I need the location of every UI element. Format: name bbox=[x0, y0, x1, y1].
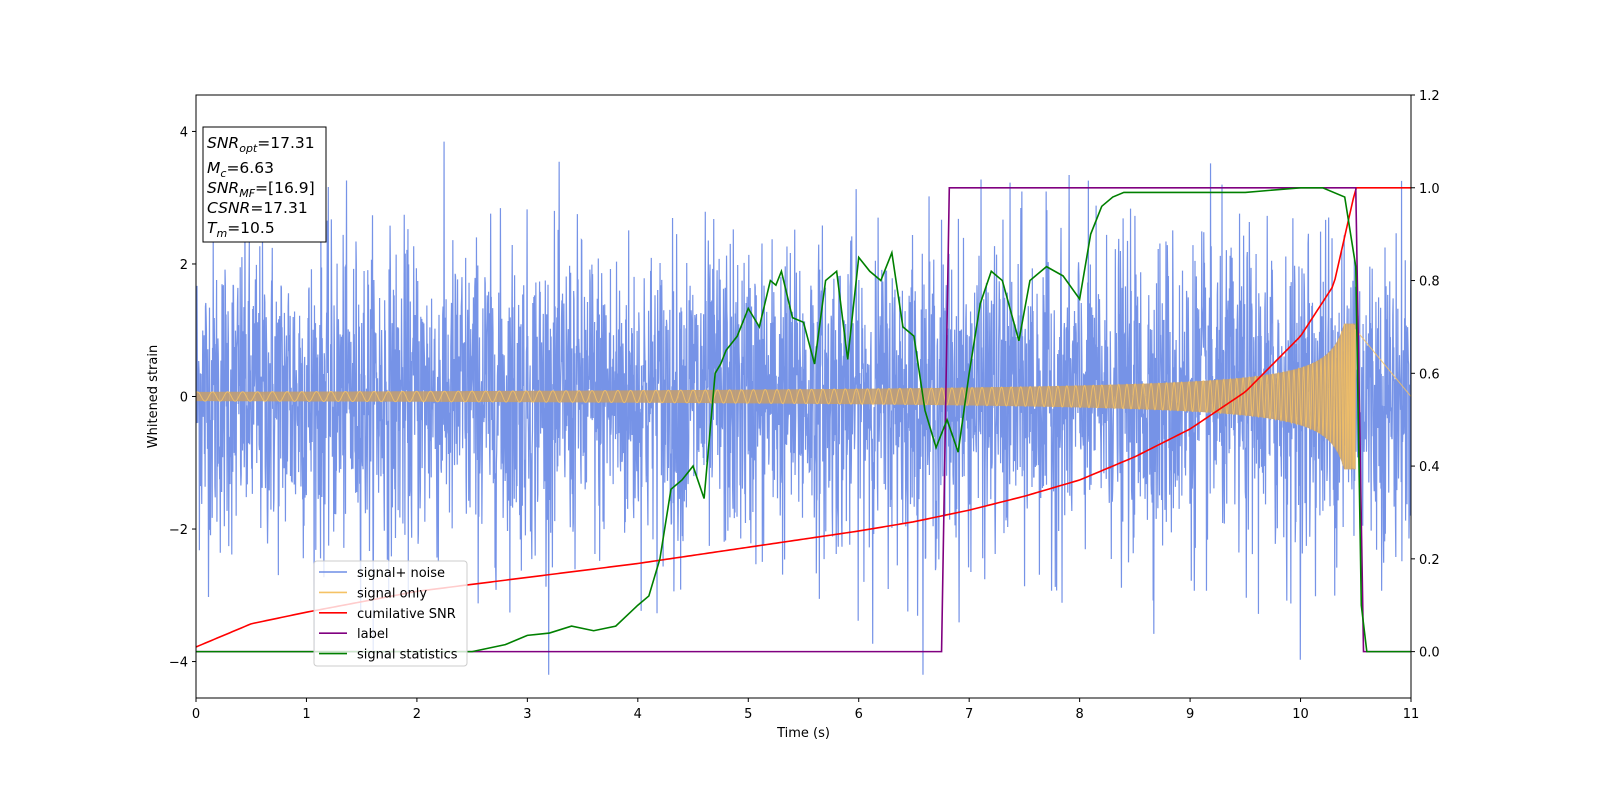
y2-tick-label: 1.2 bbox=[1419, 89, 1440, 104]
info-line: Mc=6.63 bbox=[207, 159, 274, 180]
y-tick-label: 2 bbox=[180, 258, 188, 273]
x-tick-label: 8 bbox=[1075, 707, 1083, 722]
y-axis-label: Whitened strain bbox=[146, 345, 161, 448]
x-tick-label: 5 bbox=[744, 707, 752, 722]
x-tick-label: 7 bbox=[965, 707, 973, 722]
y2-tick-label: 0.0 bbox=[1419, 646, 1440, 661]
line-signal-statistics bbox=[196, 186, 1411, 653]
legend-entry: signal+ noise bbox=[357, 566, 445, 581]
legend-entry: label bbox=[357, 627, 388, 642]
y2-tick-label: 0.4 bbox=[1419, 460, 1440, 475]
x-axis: 0 1 2 3 4 5 6 7 8 9 10 11 bbox=[192, 698, 1419, 722]
y-tick-label: 4 bbox=[180, 125, 188, 140]
info-box-frame bbox=[202, 126, 327, 243]
y2-tick-label: 0.2 bbox=[1419, 553, 1440, 568]
y-axis-left: −4 −2 0 2 4 bbox=[169, 125, 196, 671]
legend-entry: signal statistics bbox=[357, 648, 458, 663]
x-tick-label: 2 bbox=[413, 707, 421, 722]
series-signal-statistics bbox=[196, 186, 1411, 653]
y-tick-label: −4 bbox=[169, 656, 188, 671]
x-tick-label: 1 bbox=[302, 707, 310, 722]
legend: signal+ noise signal only cumilative SNR la… bbox=[313, 560, 468, 667]
x-axis-label: Time (s) bbox=[776, 726, 830, 741]
x-tick-label: 6 bbox=[855, 707, 863, 722]
x-tick-label: 10 bbox=[1292, 707, 1309, 722]
y2-tick-label: 1.0 bbox=[1419, 182, 1440, 197]
line-signal-only bbox=[196, 323, 1411, 470]
series-signal-noise bbox=[196, 141, 1411, 675]
signal-envelope bbox=[196, 323, 1356, 470]
y2-tick-label: 0.8 bbox=[1419, 275, 1440, 290]
info-line: Tm=10.5 bbox=[207, 219, 275, 240]
x-tick-label: 4 bbox=[634, 707, 642, 722]
y-tick-label: −2 bbox=[169, 523, 188, 538]
x-tick-label: 0 bbox=[192, 707, 200, 722]
info-box: SNRopt=17.31 Mc=6.63SNRMF=[16.9]CSNR=17.3… bbox=[202, 126, 327, 243]
info-line: SNRMF=[16.9] bbox=[207, 179, 315, 200]
legend-frame bbox=[313, 560, 468, 667]
info-line: CSNR=17.31 bbox=[207, 199, 308, 217]
legend-entry: cumilative SNR bbox=[357, 607, 456, 622]
series-signal-only bbox=[196, 323, 1411, 470]
info-line: SNRopt=17.31 bbox=[207, 134, 315, 155]
x-tick-label: 9 bbox=[1186, 707, 1194, 722]
x-tick-label: 3 bbox=[523, 707, 531, 722]
x-tick-label: 11 bbox=[1403, 707, 1420, 722]
legend-entry: signal only bbox=[357, 586, 427, 601]
line-signal-noise bbox=[196, 141, 1411, 675]
y-axis-right: 0.0 0.2 0.4 0.6 0.8 1.0 1.2 bbox=[1411, 89, 1440, 661]
y2-tick-label: 0.6 bbox=[1419, 367, 1440, 382]
y-tick-label: 0 bbox=[180, 391, 188, 406]
